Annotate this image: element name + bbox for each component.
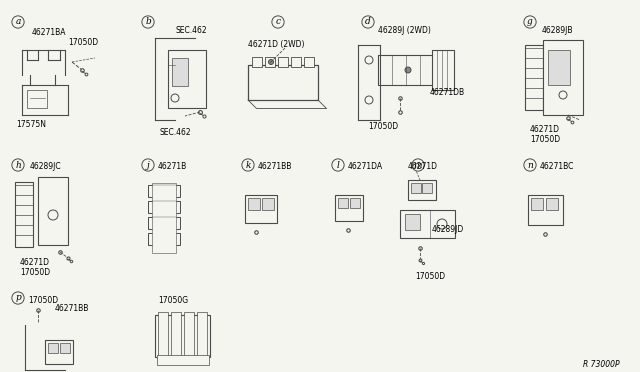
Bar: [378, 55, 433, 85]
Bar: [155, 315, 210, 357]
Text: 46271D: 46271D: [20, 258, 50, 267]
Text: g: g: [527, 17, 533, 26]
Text: 46271DA: 46271DA: [348, 162, 383, 171]
Bar: [525, 45, 543, 110]
Text: 17050D: 17050D: [20, 268, 50, 277]
Text: 17050D: 17050D: [530, 135, 560, 144]
Bar: [350, 198, 360, 208]
Circle shape: [48, 210, 58, 220]
Bar: [27, 90, 47, 108]
Bar: [400, 210, 455, 238]
Bar: [291, 57, 301, 67]
Text: l: l: [337, 160, 339, 170]
Bar: [184, 312, 194, 360]
Bar: [422, 183, 432, 193]
Bar: [15, 182, 33, 247]
Text: d: d: [365, 17, 371, 26]
Bar: [152, 183, 176, 253]
Text: 46271BA: 46271BA: [32, 28, 67, 37]
Bar: [48, 343, 58, 353]
Bar: [252, 57, 262, 67]
Bar: [171, 312, 181, 360]
Bar: [148, 217, 180, 229]
Text: SEC.462: SEC.462: [175, 26, 207, 35]
Text: 17050G: 17050G: [158, 296, 188, 305]
Text: h: h: [15, 160, 21, 170]
Text: 17050D: 17050D: [368, 122, 398, 131]
Text: 17575N: 17575N: [16, 120, 46, 129]
Bar: [543, 40, 583, 115]
Text: 17050D: 17050D: [68, 38, 98, 47]
Bar: [157, 355, 209, 365]
Bar: [148, 233, 180, 245]
Bar: [60, 343, 70, 353]
Bar: [338, 198, 348, 208]
Text: 17050D: 17050D: [28, 296, 58, 305]
Bar: [265, 57, 275, 67]
Bar: [528, 195, 563, 225]
Circle shape: [559, 91, 567, 99]
Text: b: b: [145, 17, 151, 26]
Circle shape: [437, 219, 447, 229]
Bar: [168, 50, 206, 108]
Bar: [304, 57, 314, 67]
Circle shape: [171, 94, 179, 102]
Bar: [148, 185, 180, 197]
Text: 46271DB: 46271DB: [430, 88, 465, 97]
Text: 46289JD: 46289JD: [432, 225, 464, 234]
Text: p: p: [15, 294, 21, 302]
Circle shape: [269, 60, 273, 64]
Bar: [158, 312, 168, 360]
Bar: [38, 177, 68, 245]
Text: 46271BB: 46271BB: [258, 162, 292, 171]
Text: 46271B: 46271B: [158, 162, 188, 171]
Bar: [278, 57, 288, 67]
Bar: [408, 180, 436, 200]
Text: 46271BB: 46271BB: [55, 304, 90, 313]
Text: R 73000P: R 73000P: [584, 360, 620, 369]
Bar: [546, 198, 558, 210]
Bar: [245, 195, 277, 223]
Bar: [262, 198, 274, 210]
Text: 46289JC: 46289JC: [30, 162, 61, 171]
Text: 46271D: 46271D: [408, 162, 438, 171]
Text: k: k: [245, 160, 251, 170]
Bar: [197, 312, 207, 360]
Text: 46289JB: 46289JB: [542, 26, 573, 35]
Bar: [148, 201, 180, 213]
Text: j: j: [147, 160, 149, 170]
Text: SEC.462: SEC.462: [160, 128, 191, 137]
Text: 17050D: 17050D: [415, 272, 445, 281]
Bar: [248, 65, 318, 100]
Bar: [411, 183, 421, 193]
Text: 46289J (2WD): 46289J (2WD): [378, 26, 431, 35]
Text: a: a: [15, 17, 20, 26]
Bar: [405, 214, 420, 230]
Text: 46271D: 46271D: [530, 125, 560, 134]
Text: 46271BC: 46271BC: [540, 162, 574, 171]
Bar: [531, 198, 543, 210]
Bar: [335, 195, 363, 221]
Bar: [45, 340, 73, 364]
Circle shape: [365, 56, 373, 64]
Circle shape: [405, 67, 411, 73]
Bar: [432, 50, 454, 90]
Text: c: c: [275, 17, 280, 26]
Circle shape: [365, 96, 373, 104]
Text: n: n: [527, 160, 533, 170]
Text: m: m: [413, 160, 422, 170]
Bar: [548, 50, 570, 85]
Bar: [172, 58, 188, 86]
Bar: [248, 198, 260, 210]
Text: 46271D (2WD): 46271D (2WD): [248, 40, 305, 49]
